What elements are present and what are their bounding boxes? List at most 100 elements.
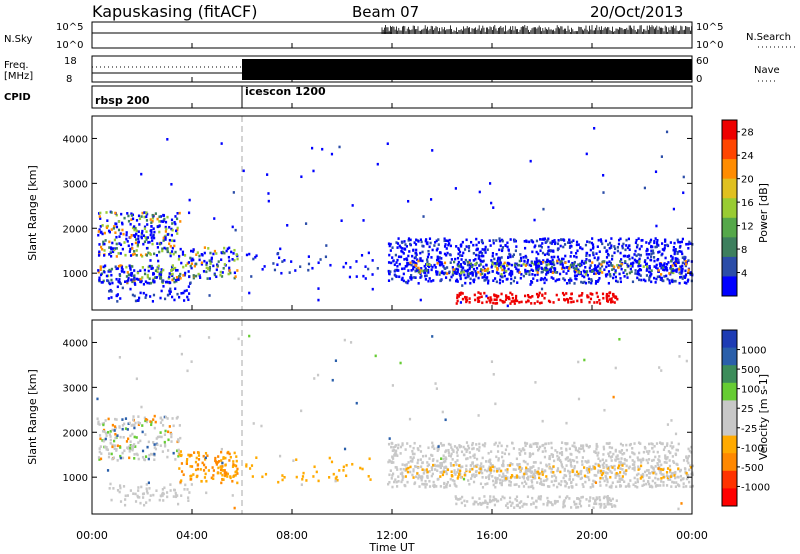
echo-cell (455, 245, 458, 248)
echo-cell (605, 256, 609, 259)
echo-cell (163, 217, 166, 221)
echo-cell (161, 424, 165, 427)
echo-cell (580, 300, 583, 304)
echo-cell (616, 454, 619, 457)
echo-cell (161, 220, 165, 223)
echo-cell (180, 261, 183, 265)
echo-cell (533, 474, 537, 478)
echo-cell (458, 250, 462, 254)
echo-cell (394, 268, 397, 272)
echo-cell (561, 263, 564, 267)
echo-cell (471, 441, 474, 445)
echo-cell (152, 441, 155, 444)
echo-cell (105, 447, 108, 451)
echo-cell (470, 240, 473, 244)
echo-cell (148, 453, 151, 457)
echo-cell (538, 301, 542, 305)
echo-cell (129, 287, 132, 291)
echo-cell (681, 237, 684, 241)
echo-cell (153, 280, 156, 283)
echo-cell (133, 435, 136, 439)
echo-cell (421, 461, 424, 465)
echo-cell (630, 270, 633, 273)
echo-cell (651, 485, 654, 489)
echo-cell (439, 260, 442, 264)
echo-cell (568, 265, 571, 269)
echo-cell (660, 266, 663, 270)
echo-cell (504, 478, 507, 482)
echo-cell (440, 271, 443, 275)
echo-cell (402, 467, 405, 471)
echo-cell (425, 258, 429, 261)
echo-cell (596, 295, 599, 299)
echo-cell (135, 253, 138, 257)
echo-cell (511, 441, 514, 445)
echo-cell (444, 271, 447, 275)
echo-cell (556, 248, 560, 252)
echo-cell (150, 221, 153, 224)
echo-cell (470, 265, 474, 269)
echo-cell (442, 454, 445, 458)
echo-cell (190, 262, 193, 266)
time-axis-label: Time UT (368, 541, 414, 554)
echo-cell (113, 439, 116, 443)
echo-cell (580, 260, 584, 264)
echo-cell (481, 486, 485, 489)
echo-cell (231, 479, 234, 483)
echo-cell (540, 287, 544, 291)
echo-cell (568, 281, 571, 285)
echo-cell (139, 280, 142, 284)
echo-cell (208, 277, 212, 280)
echo-cell (531, 250, 534, 254)
echo-cell (605, 465, 608, 469)
echo-cell (431, 441, 434, 445)
echo-cell (205, 270, 208, 274)
echo-cell (571, 470, 574, 474)
echo-cell (588, 445, 591, 448)
echo-cell (514, 497, 517, 501)
echo-cell (416, 269, 419, 272)
echo-cell (137, 423, 140, 427)
echo-cell (611, 300, 614, 303)
echo-cell (459, 497, 462, 501)
echo-cell (654, 481, 657, 485)
echo-cell (392, 449, 396, 452)
echo-cell (391, 474, 394, 477)
echo-cell (685, 455, 688, 458)
echo-cell (182, 291, 185, 295)
echo-cell (648, 449, 651, 453)
echo-cell (645, 450, 648, 453)
echo-cell (623, 480, 626, 484)
echo-cell (602, 472, 605, 475)
echo-cell (192, 276, 195, 280)
echo-cell (637, 264, 640, 268)
echo-cell (109, 430, 112, 433)
echo-cell (486, 482, 489, 485)
echo-cell (591, 243, 595, 246)
echo-cell (628, 257, 631, 261)
echo-cell (587, 468, 591, 471)
echo-cell (640, 474, 643, 477)
echo-cell (230, 250, 233, 254)
echo-cell (633, 463, 636, 466)
echo-cell (471, 461, 474, 465)
echo-cell (178, 255, 181, 258)
echo-cell (125, 233, 128, 237)
echo-cell (688, 240, 691, 244)
echo-cell (169, 483, 172, 486)
echo-cell (219, 273, 222, 277)
echo-cell (454, 495, 457, 498)
echo-cell (207, 336, 211, 339)
echo-cell (560, 480, 563, 483)
echo-cell (122, 232, 125, 236)
echo-cell (531, 295, 534, 298)
echo-cell (398, 262, 401, 266)
echo-cell (419, 259, 422, 262)
echo-cell (648, 270, 651, 274)
echo-cell (481, 443, 485, 447)
echo-cell (99, 231, 102, 234)
echo-cell (495, 271, 499, 274)
echo-cell (574, 448, 577, 452)
echo-cell (396, 468, 399, 471)
